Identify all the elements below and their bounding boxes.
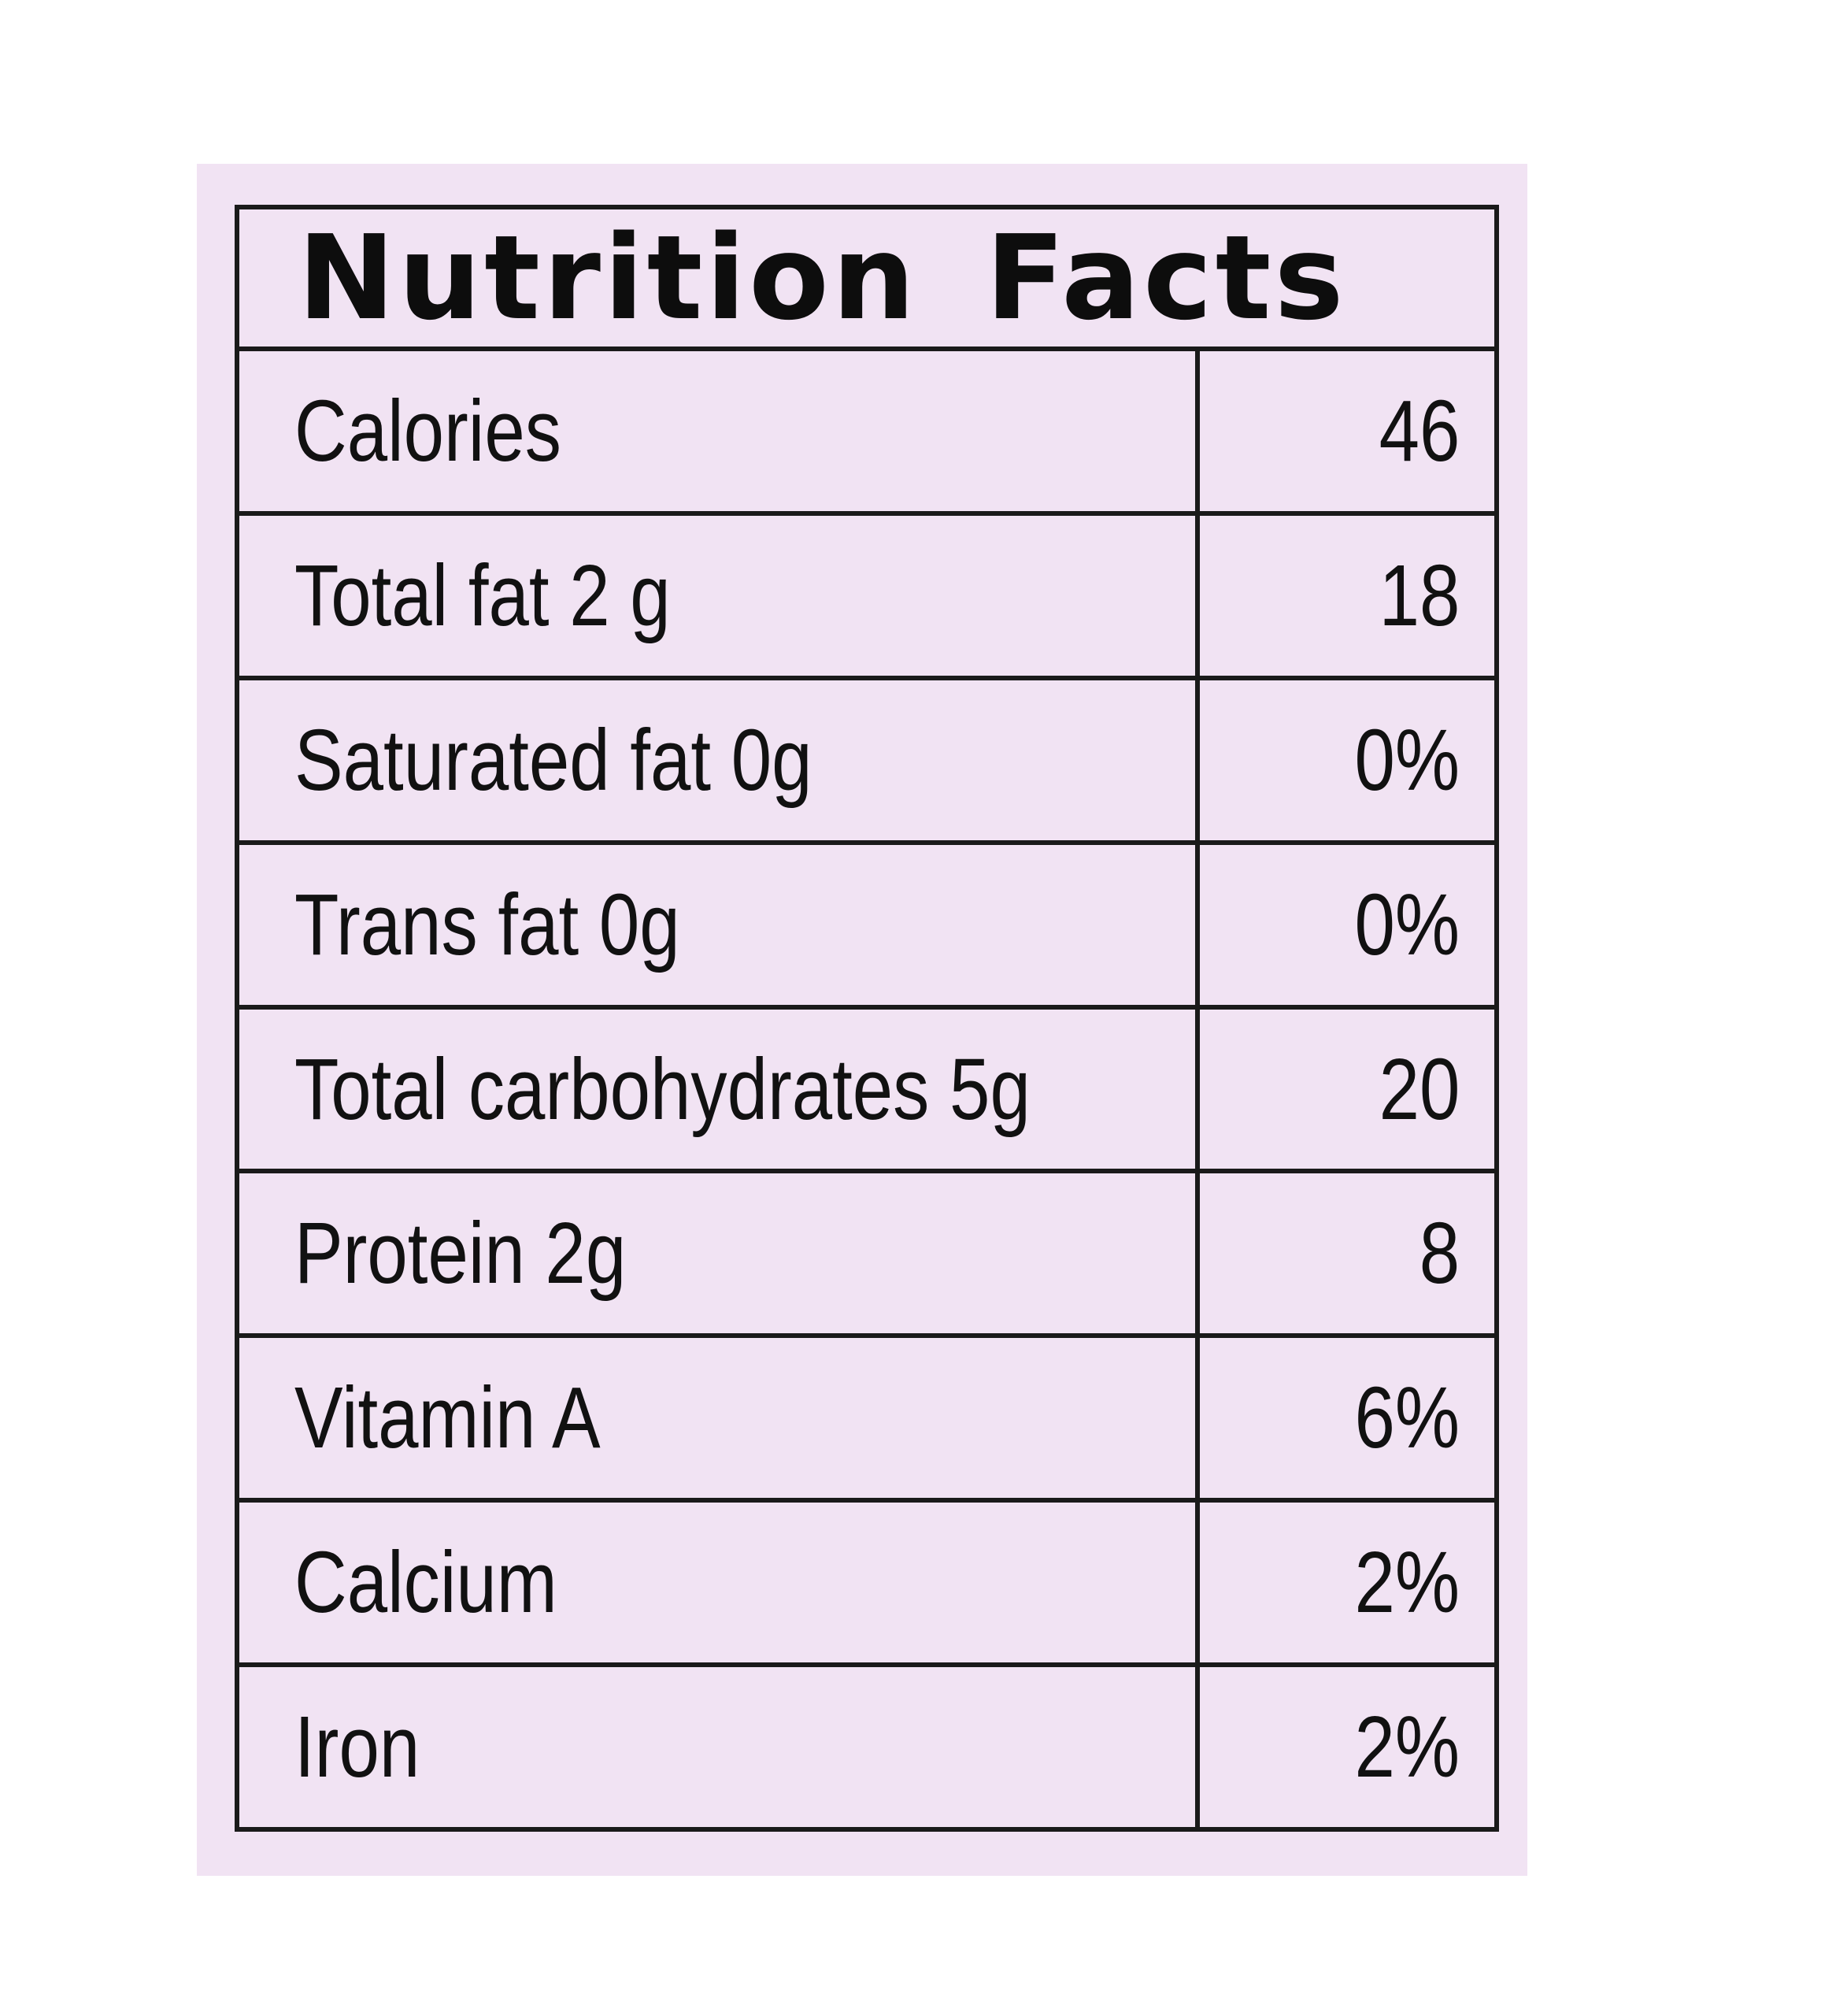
- nutrient-row-calories: Calories 46: [239, 351, 1494, 516]
- nutrient-value: 2%: [1200, 1503, 1494, 1662]
- nutrient-value-text: 46: [1379, 382, 1460, 480]
- nutrient-value-text: 2%: [1354, 1534, 1460, 1632]
- nutrient-name: Trans fat 0g: [239, 844, 1200, 1005]
- nutrient-name: Total carbohydrates 5g: [239, 1009, 1200, 1169]
- nutrient-value-text: 20: [1379, 1040, 1460, 1138]
- nutrient-value-text: 18: [1379, 547, 1460, 644]
- nutrient-value-text: 6%: [1354, 1369, 1460, 1467]
- nutrient-name-text: Protein 2g: [294, 1205, 627, 1303]
- nutrient-value: 0%: [1200, 845, 1494, 1005]
- nutrient-name: Vitamin A: [239, 1338, 1200, 1499]
- nutrient-name-text: Calcium: [294, 1534, 557, 1632]
- nutrient-value: 2%: [1200, 1667, 1494, 1827]
- nutrient-value: 8: [1200, 1173, 1494, 1333]
- nutrient-value-text: 0%: [1354, 876, 1460, 973]
- nutrient-row-trans-fat: Trans fat 0g 0%: [239, 844, 1494, 1010]
- nutrient-value: 46: [1200, 351, 1494, 511]
- nutrient-name: Calcium: [239, 1503, 1200, 1663]
- nutrient-name-text: Vitamin A: [294, 1369, 601, 1467]
- nutrient-name-text: Total carbohydrates 5g: [294, 1040, 1031, 1138]
- nutrition-facts-title: Nutrition Facts: [298, 210, 1347, 346]
- nutrient-row-iron: Iron 2%: [239, 1667, 1494, 1828]
- nutrient-name: Saturated fat 0g: [239, 680, 1200, 840]
- nutrient-name-text: Iron: [294, 1699, 420, 1796]
- nutrient-row-total-fat: Total fat 2 g 18: [239, 515, 1494, 680]
- nutrient-name: Calories: [239, 351, 1200, 511]
- nutrient-value-text: 0%: [1354, 711, 1460, 809]
- nutrition-facts-table: Nutrition Facts Calories 46 Total fat 2 …: [235, 205, 1499, 1832]
- nutrient-value: 0%: [1200, 680, 1494, 840]
- nutrient-value: 18: [1200, 516, 1494, 676]
- nutrient-value-text: 2%: [1354, 1699, 1460, 1796]
- nutrient-value: 6%: [1200, 1338, 1494, 1498]
- nutrient-value-text: 8: [1419, 1205, 1460, 1303]
- nutrient-name-text: Trans fat 0g: [294, 876, 680, 973]
- nutrition-label: Nutrition Facts Calories 46 Total fat 2 …: [197, 164, 1527, 1876]
- nutrient-name: Protein 2g: [239, 1173, 1200, 1334]
- nutrient-row-vitamin-a: Vitamin A 6%: [239, 1338, 1494, 1503]
- nutrient-row-protein: Protein 2g 8: [239, 1173, 1494, 1339]
- nutrient-name: Iron: [239, 1667, 1200, 1828]
- nutrient-row-total-carbohydrates: Total carbohydrates 5g 20: [239, 1009, 1494, 1174]
- nutrient-name-text: Calories: [294, 382, 561, 480]
- nutrient-name-text: Saturated fat 0g: [294, 711, 812, 809]
- nutrient-name: Total fat 2 g: [239, 515, 1200, 676]
- nutrient-row-calcium: Calcium 2%: [239, 1503, 1494, 1668]
- nutrient-row-saturated-fat: Saturated fat 0g 0%: [239, 680, 1494, 845]
- nutrient-value: 20: [1200, 1010, 1494, 1169]
- title-row: Nutrition Facts: [239, 209, 1494, 351]
- nutrient-rows: Calories 46 Total fat 2 g 18 Saturated f…: [239, 351, 1494, 1828]
- nutrient-name-text: Total fat 2 g: [294, 547, 671, 644]
